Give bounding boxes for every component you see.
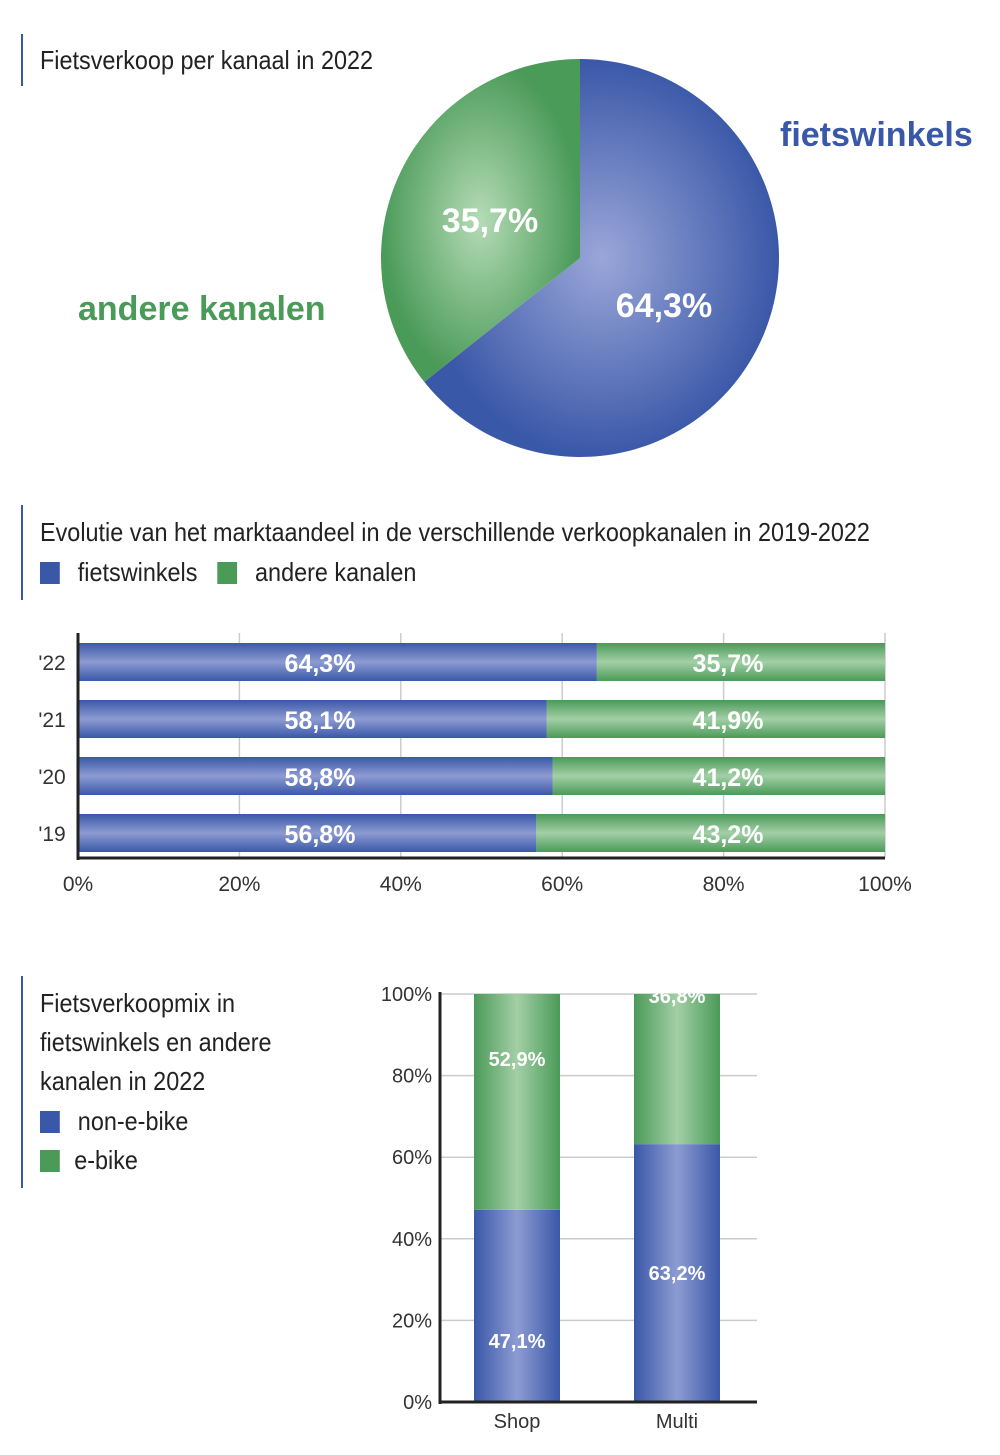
legend-label: andere kanalen <box>255 557 417 587</box>
bar-data-label: 35,7% <box>693 650 764 678</box>
legend-swatch-e-bike <box>40 1149 60 1172</box>
y-tick-label: 20% <box>392 1310 432 1332</box>
legend-swatch-non-e-bike <box>40 1110 60 1133</box>
legend-label: e-bike <box>74 1145 138 1175</box>
pie-slice-label: 64,3% <box>616 287 712 325</box>
bar-data-label: 58,1% <box>285 707 356 735</box>
bar-segment-fietswinkels <box>78 814 537 852</box>
column-data-label: 52,9% <box>489 1049 546 1071</box>
column-title-line: kanalen in 2022 <box>40 1066 206 1096</box>
bar-data-label: 41,9% <box>693 707 764 735</box>
x-tick-label: 40% <box>380 873 422 896</box>
bar-segment-andere-kanalen <box>546 700 885 738</box>
x-tick-label: 80% <box>703 873 745 896</box>
y-tick-label: '21 <box>38 709 65 732</box>
column-data-label: 63,2% <box>649 1263 706 1285</box>
bar-segment-andere-kanalen <box>552 757 885 795</box>
y-tick-label: 40% <box>392 1229 432 1251</box>
pie-slice-andere-kanalen <box>381 59 580 382</box>
y-tick-label: 0% <box>403 1392 432 1414</box>
legend-swatch-fietswinkels <box>40 561 60 584</box>
section-marker <box>21 976 23 1188</box>
pie-label-andere-kanalen: andere kanalen <box>78 290 326 328</box>
column-segment-non-e-bike <box>634 1144 720 1402</box>
legend-label: non-e-bike <box>77 1106 189 1136</box>
column-segment-non-e-bike <box>474 1209 560 1402</box>
section-marker <box>21 505 23 600</box>
column-segment-e-bike <box>634 994 720 1145</box>
bar-data-label: 56,8% <box>285 821 356 849</box>
column-segment-e-bike <box>474 994 560 1210</box>
bar-segment-andere-kanalen <box>536 814 885 852</box>
column-title-line: fietswinkels en andere <box>40 1027 272 1057</box>
pie-label-fietswinkels: fietswinkels <box>780 116 973 154</box>
bar-segment-andere-kanalen <box>596 643 885 681</box>
column-data-label: 36,8% <box>649 986 706 1008</box>
x-tick-label: 60% <box>541 873 583 896</box>
bar-legend: fietswinkels andere kanalen <box>40 557 416 588</box>
y-tick-label: 60% <box>392 1147 432 1169</box>
y-tick-label: 80% <box>392 1066 432 1088</box>
pie-slice-fietswinkels <box>424 59 780 458</box>
bar-data-label: 43,2% <box>693 821 764 849</box>
x-tick-label: Multi <box>656 1411 698 1433</box>
y-tick-label: '19 <box>38 823 65 846</box>
y-tick-label: '22 <box>38 652 65 675</box>
x-tick-label: 0% <box>63 873 93 896</box>
y-tick-label: '20 <box>38 766 65 789</box>
column-legend-item: e-bike <box>40 1145 138 1176</box>
bar-data-label: 41,2% <box>693 764 764 792</box>
pie-title: Fietsverkoop per kanaal in 2022 <box>40 45 374 75</box>
column-data-label: 47,1% <box>489 1331 546 1353</box>
legend-label: fietswinkels <box>77 557 198 587</box>
y-tick-label: 100% <box>381 984 432 1006</box>
bar-data-label: 58,8% <box>285 764 356 792</box>
x-tick-label: 100% <box>858 873 912 896</box>
column-title-line: Fietsverkoopmix in <box>40 988 236 1018</box>
x-tick-label: 20% <box>218 873 260 896</box>
bar-segment-fietswinkels <box>78 700 547 738</box>
section-marker <box>21 34 23 86</box>
bar-segment-fietswinkels <box>78 757 553 795</box>
bar-title: Evolutie van het marktaandeel in de vers… <box>40 517 870 547</box>
legend-swatch-andere-kanalen <box>217 561 238 584</box>
bar-segment-fietswinkels <box>78 643 597 681</box>
bar-data-label: 64,3% <box>285 650 356 678</box>
column-legend-item: non-e-bike <box>40 1106 188 1137</box>
pie-slice-label: 35,7% <box>442 202 538 240</box>
x-tick-label: Shop <box>494 1411 541 1433</box>
